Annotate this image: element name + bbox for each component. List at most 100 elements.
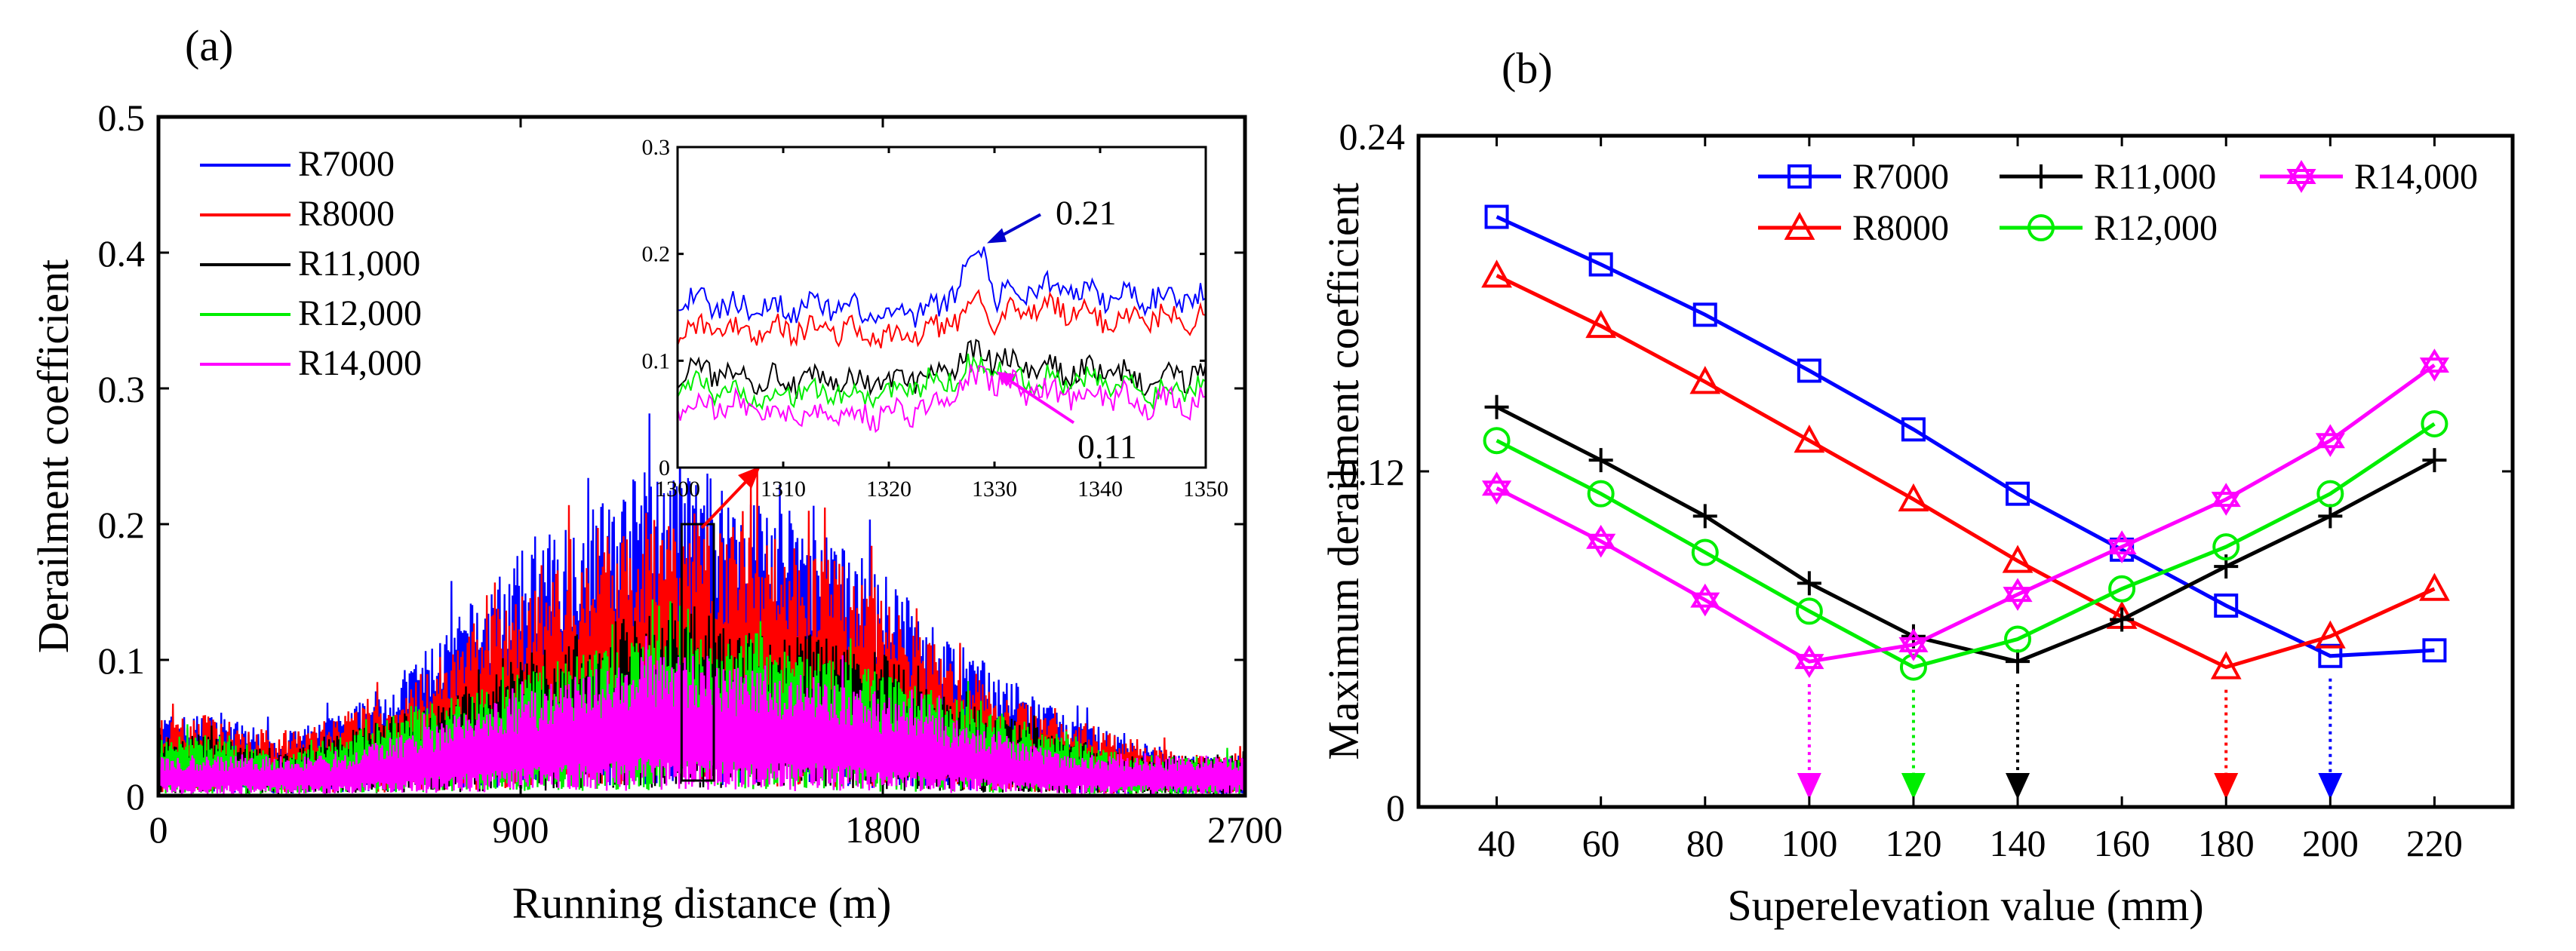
panel-b-x-tick-label: 220 [2406,822,2463,864]
inset-series-line-r12-000 [678,353,1206,411]
panel-a-label: (a) [185,21,233,70]
legend-label-r12-000: R12,000 [2094,208,2218,248]
minimum-arrowhead-icon [1901,773,1926,799]
point-r14-000 [2315,424,2345,458]
inset-series-line-r8000 [678,289,1206,348]
point-r14-000-a [2211,483,2241,508]
point-r12-000 [1587,480,1615,508]
point-r14-000 [1794,645,1824,678]
panel-a: (a) 0 900 1800 2700 0 0.1 0.2 0.3 0.4 0.5 1300 131… [29,21,1283,928]
minimum-arrowhead-icon [2214,773,2239,799]
point-r14-000-b [2315,433,2345,458]
panel-b-x-tick-label: 160 [2094,822,2150,864]
point-r8000 [1689,366,1721,394]
point-r14-000-a [1481,471,1512,496]
panel-b-series-group [1481,204,2450,681]
legend-marker-r14-000-a [2286,160,2316,184]
point-r7000 [1797,358,1821,383]
minimum-arrowhead-icon [2318,773,2343,799]
point-r8000 [1898,483,1929,512]
point-r14-000 [2003,578,2033,611]
panel-a-zoom-box [680,523,715,782]
point-r14-000 [1690,583,1720,617]
point-r12-000 [2316,480,2344,508]
point-r14-000-b [1898,637,1929,661]
panel-a-x-tick-label: 1800 [845,808,921,851]
legend-label-r14-000: R14,000 [298,343,422,383]
point-r11-000 [1797,571,1821,596]
point-r12-000 [1483,427,1511,455]
panel-a-x-tick-label: 0 [149,808,168,851]
panel-a-y-tick-label: 0 [126,775,145,818]
legend-label-r7000: R7000 [1852,157,1949,197]
point-r11-000 [2318,504,2343,529]
point-r14-000-b [2107,539,2137,563]
inset-x-tick-label: 1330 [972,477,1017,502]
panel-b-label: (b) [1502,44,1553,93]
annotation-arrow-icon [1004,376,1075,425]
legend-marker-r12-000 [2027,214,2055,241]
inset-y-tick-label: 0.3 [642,135,671,160]
zoom-arrow-icon [700,475,752,529]
point-r14-000-a [1794,645,1824,670]
panel-b-legend: R7000 R11,000 R14,000 R8000 R12,000 [1758,157,2478,248]
point-r11-000 [1692,504,1717,529]
panel-a-y-tick-label: 0.4 [98,232,146,275]
point-r8000 [1481,259,1512,288]
point-r8000 [2419,572,2450,601]
point-r11-000 [1588,448,1613,473]
legend-label-r8000: R8000 [298,194,395,234]
panel-a-series-group [158,400,1245,795]
panel-b-minima-arrows [1797,678,2343,799]
legend-marker-r7000 [1788,164,1812,189]
point-r14-000-b [1794,654,1824,678]
point-r14-000 [2211,483,2241,516]
annotation-label: 0.11 [1077,428,1137,466]
inset-x-tick-label: 1300 [655,477,700,502]
point-r14-000-b [1690,592,1720,617]
point-r12-000 [1899,653,1927,681]
inset-frame [676,146,1207,469]
panel-b-x-tick-label: 120 [1885,822,1941,864]
panel-b-x-tick-label: 80 [1686,822,1724,864]
panel-b-y-axis-label: Maximum derailment coefficient [1319,183,1368,760]
inset-x-tick-label: 1340 [1077,477,1123,502]
point-r14-000-b [2419,357,2450,382]
panel-b-x-axis-label: Superelevation value (mm) [1727,881,2203,930]
point-r14-000 [2419,348,2450,382]
point-r8000 [1794,425,1825,453]
inset-annotations: 0.21 0.11 [987,194,1137,466]
inset-x-tick-label: 1350 [1183,477,1228,502]
point-r7000 [1692,302,1717,327]
panel-b-x-tick-label: 140 [1990,822,2046,864]
inset-y-tick-label: 0.2 [642,242,671,267]
legend-label-r14-000: R14,000 [2354,157,2478,197]
point-r14-000 [1481,471,1512,505]
point-r14-000-a [2315,424,2345,449]
point-r14-000-a [2003,578,2033,603]
point-r11-000 [2110,607,2135,632]
point-r7000 [2318,643,2343,668]
point-r11-000 [2422,448,2447,473]
point-r12-000 [2212,533,2240,561]
series-line-r14-000 [1495,364,2436,664]
panel-a-y-tick-label: 0.3 [98,368,146,410]
legend-marker-r11-000 [2029,164,2053,189]
point-r12-000 [2004,625,2032,653]
panel-a-y-axis-label: Derailment coefficient [29,259,78,653]
series-line-r14-000 [158,636,1245,795]
panel-a-ticks: 0 900 1800 2700 0 0.1 0.2 0.3 0.4 0.5 [98,97,1283,851]
inset-series-line-r14-000 [678,364,1206,434]
minimum-arrowhead-icon [1797,773,1821,799]
panel-a-x-tick-label: 900 [493,808,549,851]
point-r14-000-a [1586,524,1616,549]
panel-b-ticks: 40 60 80 100 120 140 160 180 200 220 0 0.12 0.24 [1339,115,2513,864]
panel-a-legend: R7000 R8000 R11,000 R12,000 R14,000 [200,144,422,383]
inset-series-line-r7000 [678,246,1206,328]
point-r7000 [2214,594,2239,618]
series-line-r12-000 [1495,422,2436,670]
point-r7000 [1588,252,1613,277]
inset-series-group [678,246,1206,434]
